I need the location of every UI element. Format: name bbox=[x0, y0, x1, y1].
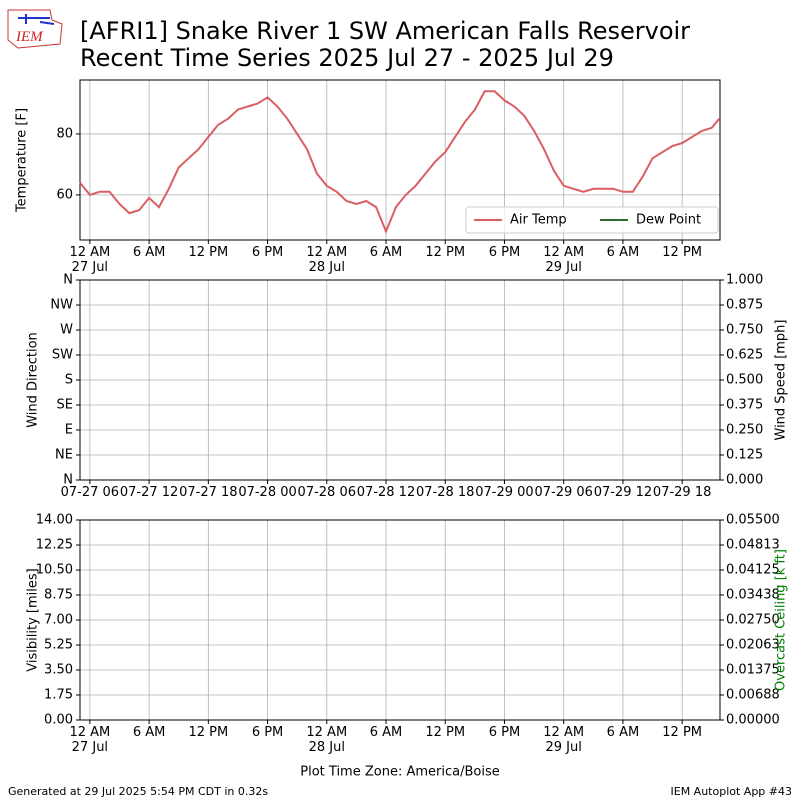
y-tick-label: SE bbox=[56, 397, 73, 413]
y2-axis-label: Wind Speed [mph] bbox=[773, 319, 789, 441]
y-tick-label: 14.00 bbox=[35, 512, 73, 528]
y-tick-label: 1.75 bbox=[44, 687, 73, 703]
x-tick-label: 12 AM 27 Jul bbox=[69, 725, 111, 755]
y2-tick-label: 0.03438 bbox=[726, 587, 780, 603]
y2-tick-label: 0.02063 bbox=[726, 637, 780, 653]
x-tick-label: 07-28 12 bbox=[356, 485, 416, 500]
subtitle: Recent Time Series 2025 Jul 27 - 2025 Ju… bbox=[80, 44, 614, 72]
x-tick-label: 12 PM bbox=[188, 245, 229, 260]
x-tick-label: 07-27 18 bbox=[179, 485, 238, 500]
x-axis-label: Plot Time Zone: America/Boise bbox=[300, 764, 500, 780]
x-tick-label: 07-29 12 bbox=[593, 485, 653, 500]
x-tick-label: 12 PM bbox=[425, 725, 466, 740]
y-tick-label: NE bbox=[55, 447, 73, 463]
y2-tick-label: 0.01375 bbox=[726, 662, 780, 678]
plot-frame bbox=[79, 79, 721, 241]
x-tick-label: 6 PM bbox=[251, 725, 284, 740]
logo-text: IEM bbox=[16, 29, 43, 45]
x-tick-label: 07-28 18 bbox=[416, 485, 475, 500]
x-tick-label: 12 AM 29 Jul bbox=[543, 725, 585, 755]
x-tick-label: 12 AM 29 Jul bbox=[543, 245, 585, 275]
y2-tick-label: 0.750 bbox=[726, 322, 764, 338]
y2-axis-label: Overcast Ceiling [k ft] bbox=[773, 549, 789, 691]
y-tick-label: 5.25 bbox=[44, 637, 73, 653]
plot-frame bbox=[79, 279, 721, 481]
y-tick-label: 3.50 bbox=[44, 662, 73, 678]
logo bbox=[7, 9, 63, 49]
y-tick-label: 7.00 bbox=[44, 612, 73, 628]
y2-tick-label: 0.04813 bbox=[726, 537, 780, 553]
x-tick-label: 07-28 06 bbox=[297, 485, 357, 500]
y2-tick-label: 0.04125 bbox=[726, 562, 780, 578]
y2-tick-label: 0.125 bbox=[726, 447, 764, 463]
y2-tick-label: 0.00688 bbox=[726, 687, 780, 703]
y2-tick-label: 0.375 bbox=[726, 397, 764, 413]
x-tick-label: 07-28 00 bbox=[238, 485, 297, 500]
y2-tick-label: 0.00000 bbox=[726, 712, 780, 728]
data-line bbox=[79, 90, 720, 235]
y-tick-label: S bbox=[64, 372, 73, 388]
x-tick-label: 07-29 18 bbox=[652, 485, 712, 500]
x-tick-label: 6 AM bbox=[369, 245, 403, 260]
x-tick-label: 6 AM bbox=[369, 725, 403, 740]
x-tick-label: 12 PM bbox=[188, 725, 229, 740]
legend-label: Air Temp bbox=[510, 212, 567, 228]
x-tick-label: 12 PM bbox=[425, 245, 466, 260]
y2-tick-label: 0.02750 bbox=[726, 612, 780, 628]
x-tick-label: 6 AM bbox=[606, 725, 640, 740]
x-tick-label: 12 PM bbox=[662, 245, 703, 260]
x-tick-label: 6 AM bbox=[606, 245, 640, 260]
x-tick-label: 6 PM bbox=[488, 725, 521, 740]
y-tick-label: 0.00 bbox=[44, 712, 73, 728]
x-tick-label: 6 PM bbox=[251, 245, 284, 260]
y-axis-label: Wind Direction bbox=[25, 332, 41, 428]
y2-tick-label: 0.625 bbox=[726, 347, 764, 363]
footer-left: Generated at 29 Jul 2025 5:54 PM CDT in … bbox=[8, 785, 269, 798]
y-tick-label: N bbox=[63, 472, 73, 488]
y-tick-label: 12.25 bbox=[35, 537, 73, 553]
y2-tick-label: 0.000 bbox=[726, 472, 764, 488]
y-tick-label: W bbox=[60, 322, 73, 338]
footer-right: IEM Autoplot App #43 bbox=[670, 785, 793, 798]
y2-tick-label: 0.250 bbox=[726, 422, 764, 438]
logo-lines bbox=[18, 14, 55, 25]
x-tick-label: 07-29 00 bbox=[475, 485, 534, 500]
x-tick-label: 12 AM 28 Jul bbox=[306, 725, 348, 755]
y-tick-label: 80 bbox=[56, 126, 73, 142]
plot-frame bbox=[79, 519, 721, 721]
legend-label: Dew Point bbox=[636, 212, 702, 228]
x-tick-label: 07-29 06 bbox=[534, 485, 593, 500]
y-tick-label: E bbox=[64, 422, 73, 438]
x-tick-label: 6 AM bbox=[132, 725, 166, 740]
x-tick-label: 6 PM bbox=[488, 245, 521, 260]
y-tick-label: 8.75 bbox=[44, 587, 73, 603]
y2-tick-label: 1.000 bbox=[726, 272, 764, 288]
y2-tick-label: 0.05500 bbox=[726, 512, 780, 528]
x-tick-label: 12 AM 27 Jul bbox=[69, 245, 111, 275]
y-tick-label: N bbox=[63, 272, 73, 288]
y-axis-label: Visibility [miles] bbox=[25, 568, 41, 672]
y2-tick-label: 0.500 bbox=[726, 372, 764, 388]
logo-shape bbox=[7, 9, 63, 49]
y-axis-label: Temperature [F] bbox=[14, 107, 30, 213]
y-tick-label: 10.50 bbox=[35, 562, 73, 578]
x-tick-label: 07-27 06 bbox=[60, 485, 120, 500]
legend-box bbox=[465, 206, 719, 234]
x-tick-label: 12 AM 28 Jul bbox=[306, 245, 348, 275]
y-tick-label: 60 bbox=[56, 187, 73, 203]
title: [AFRI1] Snake River 1 SW American Falls … bbox=[80, 17, 691, 45]
y2-tick-label: 0.875 bbox=[726, 297, 764, 313]
x-tick-label: 12 PM bbox=[662, 725, 703, 740]
y-tick-label: NW bbox=[50, 297, 73, 313]
y-tick-label: SW bbox=[51, 347, 73, 363]
x-tick-label: 07-27 12 bbox=[119, 485, 179, 500]
x-tick-label: 6 AM bbox=[132, 245, 166, 260]
